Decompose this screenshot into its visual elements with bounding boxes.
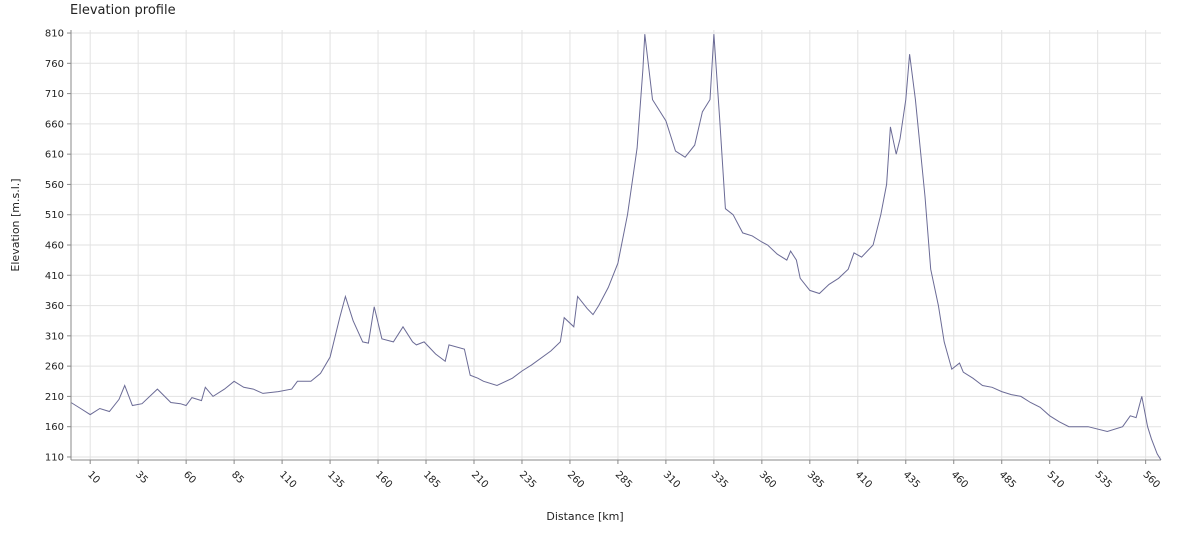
x-tick-label: 160	[373, 469, 394, 490]
y-tick-label: 560	[45, 180, 64, 191]
x-tick-label: 510	[1045, 469, 1066, 490]
x-ticks: 10 35 60 85 110 135 160 185 210 235 260 285 310 335 36…	[85, 460, 1162, 491]
x-tick-label: 435	[901, 469, 922, 490]
x-tick-label: 135	[325, 469, 346, 490]
y-tick-label: 810	[45, 29, 64, 40]
y-tick-label: 210	[45, 392, 64, 403]
x-tick-label: 260	[565, 469, 586, 490]
chart-title: Elevation profile	[70, 3, 176, 18]
x-tick-label: 560	[1141, 469, 1162, 490]
y-tick-label: 710	[45, 89, 64, 100]
y-tick-label: 460	[45, 241, 64, 252]
y-tick-label: 160	[45, 422, 64, 433]
y-tick-label: 260	[45, 362, 64, 373]
elevation-line	[70, 34, 1162, 461]
y-ticks: 110 160 210 260 310 360 410 460 510 560 610 660 710 7…	[45, 29, 71, 463]
x-tick-label: 85	[229, 469, 246, 486]
x-tick-label: 460	[949, 469, 970, 490]
x-tick-label: 235	[517, 469, 538, 490]
x-tick-label: 310	[661, 469, 682, 490]
x-tick-label: 335	[709, 469, 730, 490]
y-tick-label: 510	[45, 210, 64, 221]
y-axis-title: Elevation [m.s.l.]	[9, 178, 22, 271]
gridlines	[71, 30, 1161, 460]
y-tick-label: 110	[45, 452, 64, 463]
y-tick-label: 610	[45, 150, 64, 161]
x-tick-label: 535	[1093, 469, 1114, 490]
x-tick-label: 360	[757, 469, 778, 490]
x-tick-label: 285	[613, 469, 634, 490]
y-tick-label: 760	[45, 59, 64, 70]
x-axis-title: Distance [km]	[546, 510, 623, 523]
x-tick-label: 60	[181, 469, 198, 486]
x-tick-label: 210	[469, 469, 490, 490]
y-tick-label: 410	[45, 271, 64, 282]
x-tick-label: 185	[421, 469, 442, 490]
x-tick-label: 110	[277, 469, 298, 490]
x-tick-label: 410	[853, 469, 874, 490]
x-tick-label: 485	[997, 469, 1018, 490]
x-tick-label: 35	[133, 469, 150, 486]
y-tick-label: 310	[45, 331, 64, 342]
y-tick-label: 360	[45, 301, 64, 312]
x-tick-label: 385	[805, 469, 826, 490]
y-tick-label: 660	[45, 119, 64, 130]
x-tick-label: 10	[85, 469, 102, 486]
